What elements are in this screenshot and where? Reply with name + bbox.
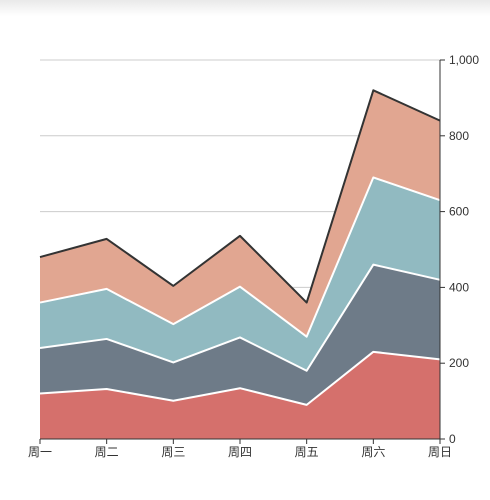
- series-line-2: [39, 263, 441, 372]
- area-series-3: [40, 177, 440, 371]
- x-tick-label: 周日: [428, 445, 452, 459]
- y-tick-label: 800: [449, 129, 469, 143]
- x-tick-label: 周三: [161, 445, 185, 459]
- area-series-1: [40, 351, 440, 439]
- y-tick-label: 600: [449, 205, 469, 219]
- area-series-2: [40, 264, 440, 405]
- x-tick-label: 周五: [295, 445, 319, 459]
- y-tick-label: 0: [449, 432, 456, 446]
- y-tick-label: 400: [449, 280, 469, 294]
- x-tick-label: 周一: [28, 445, 52, 459]
- series-line-3: [39, 176, 441, 338]
- x-tick-label: 周六: [361, 445, 385, 459]
- top-shadow: [0, 0, 490, 16]
- x-tick-label: 周四: [228, 445, 252, 459]
- x-tick-label: 周二: [95, 445, 119, 459]
- area-series-4: [40, 90, 440, 337]
- y-tick-label: 200: [449, 356, 469, 370]
- series-line-1: [39, 350, 441, 406]
- y-tick-label: 1,000: [449, 53, 479, 67]
- top-series-line: [39, 89, 441, 304]
